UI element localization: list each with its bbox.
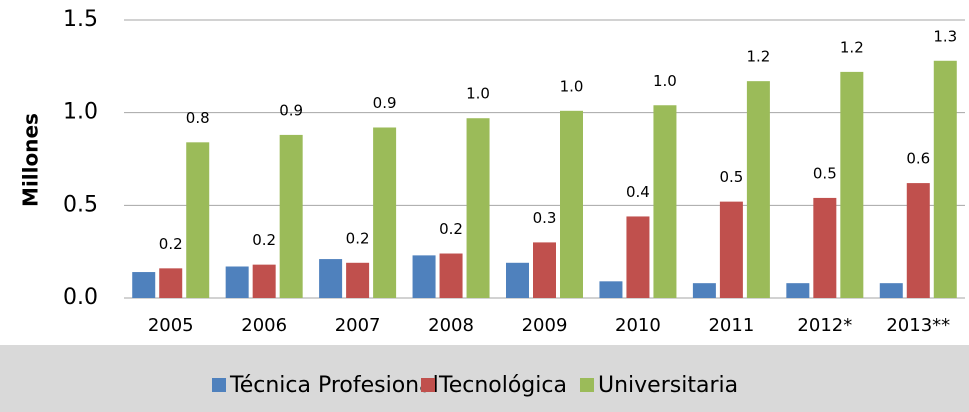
- x-tick-label: 2013**: [886, 315, 950, 336]
- data-label: 0.2: [346, 229, 370, 247]
- legend-label: Tecnológica: [438, 373, 567, 398]
- y-axis-label: Millones: [19, 113, 43, 207]
- legend-label: Universitaria: [598, 373, 738, 398]
- bar: [599, 281, 623, 298]
- bar: [346, 262, 370, 298]
- data-label: 1.0: [466, 85, 490, 103]
- data-label: 0.2: [252, 231, 276, 249]
- bar: [560, 110, 583, 299]
- bar: [533, 242, 556, 298]
- bar: [373, 127, 397, 298]
- data-label: 0.6: [906, 150, 930, 168]
- data-label: 1.0: [560, 77, 584, 95]
- bar: [506, 262, 529, 298]
- bar: [225, 266, 249, 298]
- data-label: 1.0: [653, 72, 677, 90]
- bar: [466, 118, 490, 298]
- x-tick-label: 2011: [708, 315, 754, 336]
- bar: [719, 201, 743, 298]
- x-tick-label: 2008: [428, 315, 474, 336]
- x-tick-label: 2009: [522, 315, 568, 336]
- y-tick-label: 0.5: [63, 192, 98, 217]
- bar: [439, 253, 463, 298]
- y-tick-label: 1.0: [63, 100, 98, 125]
- data-label: 0.2: [159, 235, 183, 253]
- bar: [879, 283, 903, 298]
- data-label: 0.3: [533, 209, 557, 227]
- bar: [186, 142, 210, 298]
- legend-swatch: [580, 378, 594, 392]
- data-label: 0.2: [439, 220, 463, 238]
- legend-label: Técnica Profesional: [229, 373, 439, 398]
- data-label: 0.5: [813, 164, 837, 182]
- bar: [813, 197, 837, 298]
- legend-swatch: [212, 378, 226, 392]
- x-tick-label: 2006: [241, 315, 287, 336]
- data-label: 0.9: [373, 94, 397, 112]
- x-tick-label: 2010: [615, 315, 661, 336]
- x-tick-label: 2005: [148, 315, 194, 336]
- bar: [840, 71, 864, 298]
- legend-swatch: [421, 378, 435, 392]
- bar: [653, 105, 677, 299]
- x-tick-label: 2012*: [797, 315, 852, 336]
- y-tick-label: 1.5: [63, 7, 98, 32]
- bar: [746, 81, 770, 298]
- data-label: 0.9: [279, 101, 303, 119]
- y-tick-label: 0.0: [63, 285, 98, 310]
- bar: [906, 183, 930, 298]
- legend-area: [0, 345, 969, 412]
- data-label: 1.2: [746, 48, 770, 66]
- bar: [279, 134, 303, 298]
- data-label: 0.5: [719, 168, 743, 186]
- bar: [159, 268, 183, 298]
- data-label: 0.4: [626, 183, 650, 201]
- bar: [252, 264, 276, 298]
- bar: [692, 283, 716, 298]
- data-label: 0.8: [186, 109, 210, 127]
- bar: [412, 255, 436, 298]
- bar: [132, 272, 156, 298]
- x-tick-label: 2007: [335, 315, 381, 336]
- bar: [626, 216, 650, 298]
- data-label: 1.2: [840, 38, 864, 56]
- bar: [319, 259, 343, 298]
- bar: [933, 60, 957, 299]
- bar: [786, 283, 810, 298]
- data-label: 1.3: [933, 27, 957, 45]
